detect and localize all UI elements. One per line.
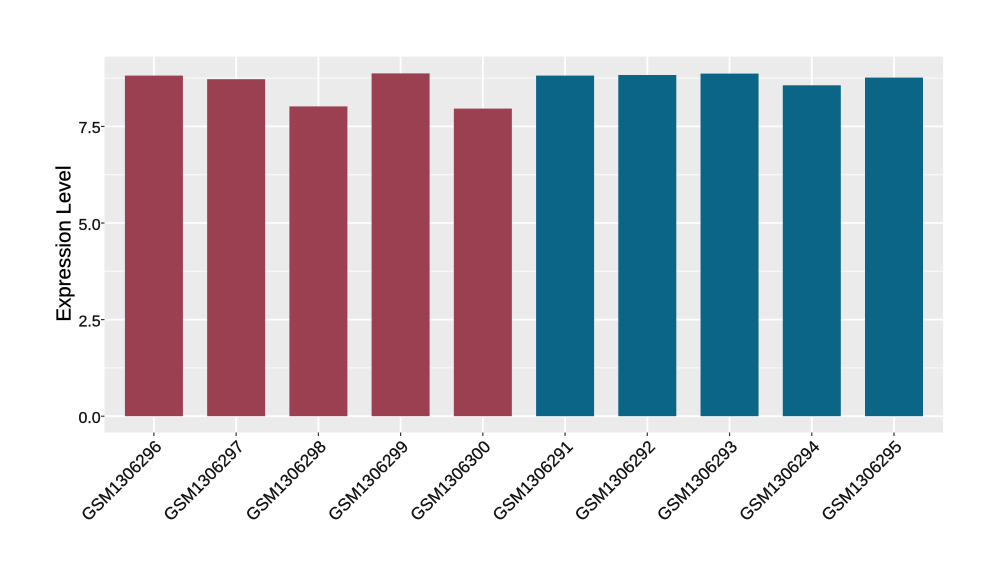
svg-text:Expression Level: Expression Level: [53, 166, 76, 322]
svg-text:0.0: 0.0: [78, 410, 100, 427]
svg-text:2.5: 2.5: [78, 313, 100, 330]
svg-text:5.0: 5.0: [78, 217, 100, 234]
svg-text:7.5: 7.5: [78, 120, 100, 137]
